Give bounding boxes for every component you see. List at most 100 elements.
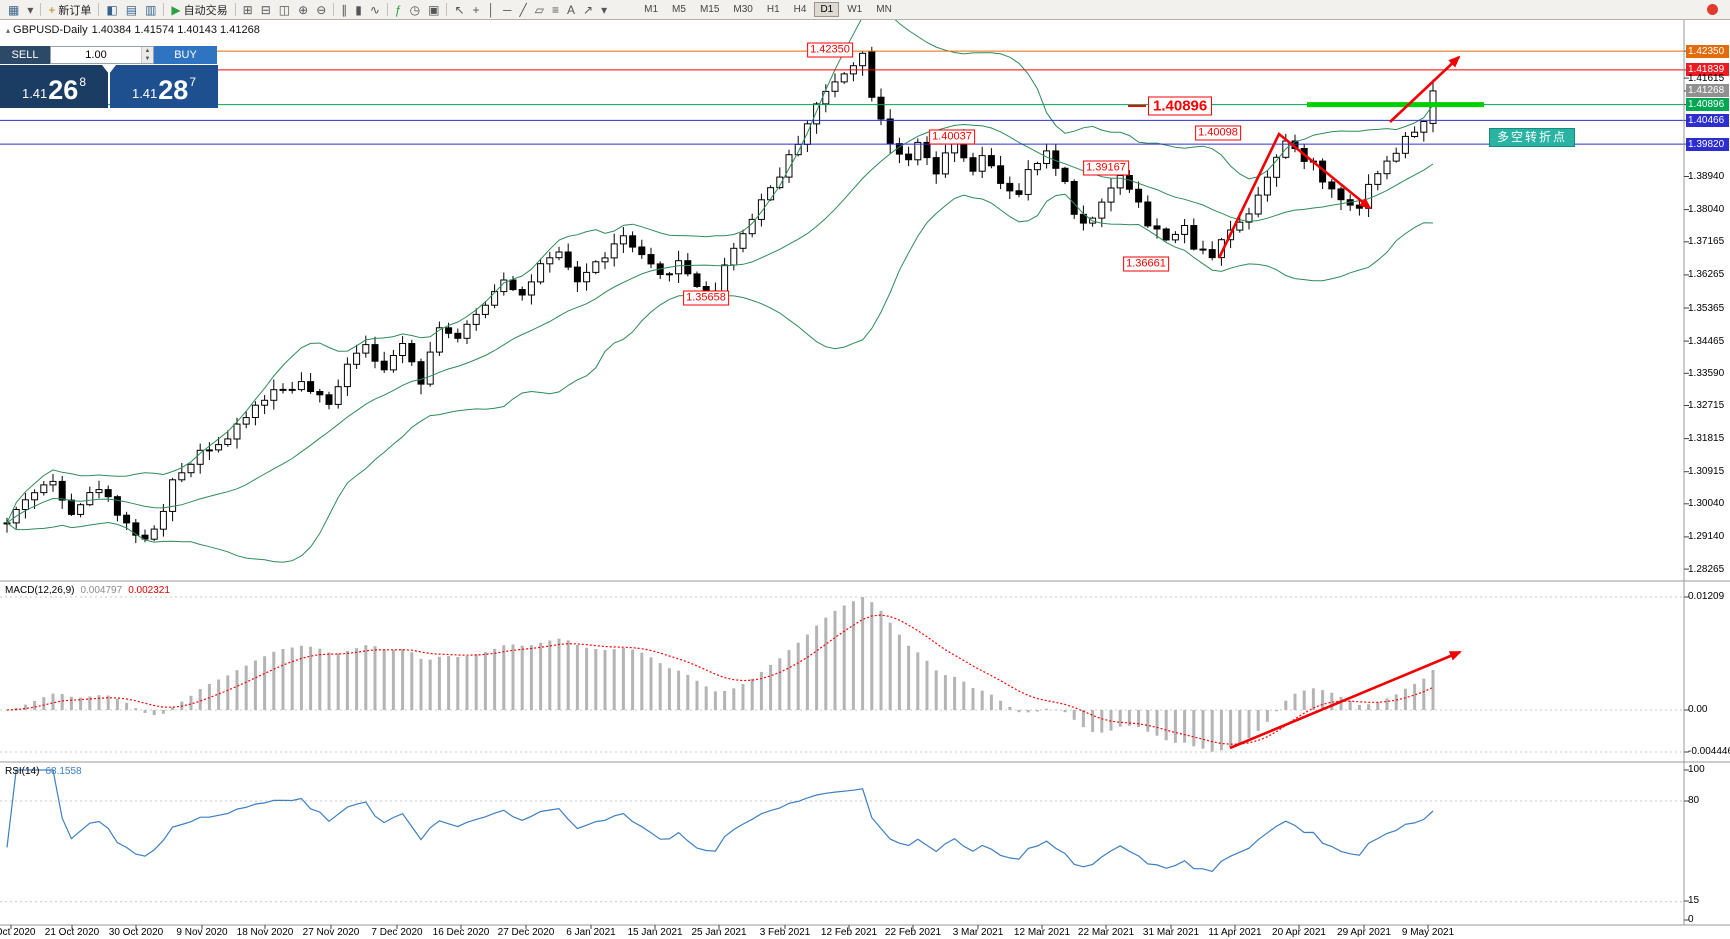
rsi-layer xyxy=(0,769,1684,903)
sell-price-panel[interactable]: 1.41 26 8 xyxy=(0,65,108,108)
trend-arrow xyxy=(1229,650,1462,750)
horizontal-line-button[interactable]: ─ xyxy=(499,1,516,19)
volume-box: ▲ ▼ xyxy=(50,46,154,64)
new-order-icon: + xyxy=(48,2,56,17)
toolbar-separator xyxy=(446,3,448,16)
arrange-windows-icon: ◫ xyxy=(278,2,291,17)
trend-arrow xyxy=(1217,131,1372,259)
fibonacci-icon: ≡ xyxy=(552,2,560,17)
objects-dropdown-button[interactable]: ▾ xyxy=(597,1,611,19)
tile-windows-button[interactable]: ⊞ xyxy=(239,1,257,19)
new-order-button[interactable]: + 新订单 xyxy=(44,1,95,19)
sell-button[interactable]: SELL xyxy=(0,46,50,64)
navigator-icon: ▥ xyxy=(145,2,157,17)
volume-increase-button[interactable]: ▲ xyxy=(142,47,153,55)
cascade-windows-icon: ⊟ xyxy=(260,2,271,17)
sell-price-big: 1.41 xyxy=(21,86,48,101)
buy-price-panel[interactable]: 1.41 28 7 xyxy=(110,65,218,108)
trade-panel-notch xyxy=(102,65,116,74)
timeframe-mn-button[interactable]: MN xyxy=(876,4,892,15)
toolbar-separator xyxy=(386,3,388,16)
timeframe-m5-button[interactable]: M5 xyxy=(672,4,686,15)
macd-layer xyxy=(0,596,1684,753)
sell-price-pips: 26 xyxy=(48,74,79,105)
buy-button[interactable]: BUY xyxy=(154,46,217,64)
new-chart-icon: ▦ xyxy=(8,2,20,17)
macd-signal-line xyxy=(6,614,1434,745)
line-chart-button[interactable]: ∿ xyxy=(366,1,384,19)
chart-title: ▴ GBPUSD-Daily 1.40384 1.41574 1.40143 1.4… xyxy=(6,24,264,36)
market-watch-icon: ◧ xyxy=(106,2,118,17)
rsi-line xyxy=(6,769,1434,873)
bollinger-upper-band xyxy=(6,20,1434,524)
toolbar-separator xyxy=(163,3,165,16)
horizontal-line-icon: ─ xyxy=(503,2,512,17)
cascade-windows-button[interactable]: ⊟ xyxy=(257,1,275,19)
volume-spinner: ▲ ▼ xyxy=(141,47,153,63)
new-order-label: 新订单 xyxy=(58,4,92,17)
timeframe-h4-button[interactable]: H4 xyxy=(793,4,807,15)
templates-icon: ▣ xyxy=(428,2,440,17)
templates-button[interactable]: ▣ xyxy=(424,1,443,19)
sell-price-point: 8 xyxy=(79,75,87,89)
timeframe-bar: M1 M5 M15 M30 H1 H4 D1 W1 MN xyxy=(637,2,899,17)
volume-decrease-button[interactable]: ▼ xyxy=(142,55,153,63)
trendline-icon: ╱ xyxy=(519,2,527,17)
market-watch-button[interactable]: ◧ xyxy=(102,1,121,19)
timeframe-m30-button[interactable]: M30 xyxy=(733,4,753,15)
periods-dropdown-button[interactable]: ◷ xyxy=(406,1,424,19)
arrows-button[interactable]: ↗ xyxy=(579,1,597,19)
arrows-icon: ↗ xyxy=(583,2,594,17)
one-click-trade-panel: SELL ▲ ▼ BUY 1.41 26 8 1.41 28 7 xyxy=(0,46,218,108)
text-icon: A xyxy=(567,2,576,17)
channel-icon: ▱ xyxy=(534,2,544,17)
navigator-button[interactable]: ▥ xyxy=(141,1,160,19)
timeframe-w1-button[interactable]: W1 xyxy=(847,4,863,15)
candlestick-chart-button[interactable]: ▮ xyxy=(351,1,366,19)
symbol-marker-icon: ▴ xyxy=(6,26,11,35)
new-chart-button[interactable]: ▦ xyxy=(4,1,23,19)
toolbar-separator xyxy=(40,3,42,16)
volume-input[interactable] xyxy=(51,47,141,63)
indicators-button[interactable]: ƒ xyxy=(391,1,406,19)
profiles-dropdown-icon: ▾ xyxy=(27,2,34,17)
text-button[interactable]: A xyxy=(563,1,579,19)
cursor-button[interactable]: ↖ xyxy=(450,1,468,19)
symbol-name: GBPUSD-Daily xyxy=(13,24,88,36)
candles-layer xyxy=(3,20,1437,563)
zoom-in-icon: ⊕ xyxy=(298,2,309,17)
zoom-in-button[interactable]: ⊕ xyxy=(294,1,312,19)
trend-arrow xyxy=(1389,55,1461,123)
crosshair-icon: + xyxy=(472,2,480,17)
data-window-button[interactable]: ▤ xyxy=(122,1,141,19)
channel-button[interactable]: ▱ xyxy=(531,1,548,19)
autotrading-button[interactable]: ▶ 自动交易 xyxy=(167,1,231,19)
timeframe-d1-button[interactable]: D1 xyxy=(814,2,840,17)
timeframe-m1-button[interactable]: M1 xyxy=(644,4,659,15)
timeframe-m15-button[interactable]: M15 xyxy=(699,4,720,15)
buy-price-point: 7 xyxy=(189,75,197,89)
arrange-windows-button[interactable]: ◫ xyxy=(275,1,294,19)
main-toolbar: ▦ ▾ + 新订单 ◧ ▤ ▥ ▶ 自动交易 ⊞ ⊟ ◫ ⊕ ⊖ ∥ ▮ ∿ ƒ ◷ ▣ ↖ + │ ─ ╱ ▱ ≡ A ↗ ▾ M1 M5 M… xyxy=(0,0,1730,20)
vertical-line-button[interactable]: │ xyxy=(484,1,500,19)
vertical-line-icon: │ xyxy=(487,2,496,17)
fibonacci-button[interactable]: ≡ xyxy=(548,1,563,19)
crosshair-button[interactable]: + xyxy=(469,1,484,19)
buy-price-pips: 28 xyxy=(158,74,189,105)
bar-chart-icon: ∥ xyxy=(341,2,348,17)
alert-icon[interactable] xyxy=(1707,4,1718,15)
candlestick-chart-icon: ▮ xyxy=(355,2,362,17)
objects-dropdown-icon: ▾ xyxy=(601,2,608,17)
buy-price-big: 1.41 xyxy=(131,86,158,101)
trendline-button[interactable]: ╱ xyxy=(516,1,531,19)
timeframe-h1-button[interactable]: H1 xyxy=(766,4,780,15)
profiles-dropdown-button[interactable]: ▾ xyxy=(23,1,37,19)
zoom-out-button[interactable]: ⊖ xyxy=(312,1,330,19)
cursor-icon: ↖ xyxy=(454,2,465,17)
toolbar-separator xyxy=(333,3,335,16)
periods-dropdown-icon: ◷ xyxy=(409,2,421,17)
zoom-out-icon: ⊖ xyxy=(316,2,327,17)
line-chart-icon: ∿ xyxy=(369,2,380,17)
bar-chart-button[interactable]: ∥ xyxy=(337,1,351,19)
